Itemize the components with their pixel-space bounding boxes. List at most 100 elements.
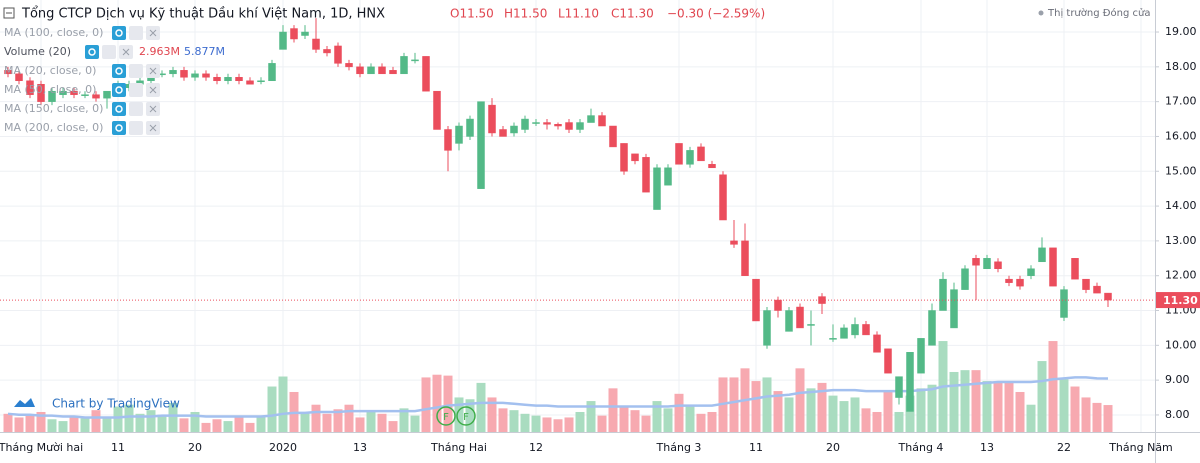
ohlc-close: C11.30	[611, 7, 654, 21]
ohlc-low: L11.10	[558, 7, 599, 21]
volume-bar	[762, 377, 772, 432]
candle-body	[950, 289, 958, 329]
volume-bar	[993, 382, 1003, 432]
volume-bar	[751, 381, 761, 432]
candle-body	[180, 70, 188, 78]
branding[interactable]: Chart by TradingView	[52, 397, 180, 411]
visibility-toggle[interactable]	[112, 102, 126, 116]
candle-body	[246, 80, 254, 85]
volume-bar	[157, 414, 167, 432]
candle-body	[312, 38, 320, 50]
volume-bar	[267, 386, 277, 432]
candle-body	[642, 157, 650, 193]
volume-bar	[1070, 386, 1080, 432]
volume-bar	[949, 371, 959, 432]
x-tick-label: 22	[1057, 441, 1071, 454]
settings-button[interactable]	[102, 45, 116, 59]
candle-body	[224, 77, 232, 82]
candle-body	[279, 31, 287, 50]
volume-bar	[80, 418, 90, 432]
volume-bar	[828, 395, 838, 432]
visibility-toggle[interactable]	[112, 26, 126, 40]
market-status: Thị trường Đóng cửa	[1047, 7, 1150, 19]
candle-body	[378, 66, 386, 75]
remove-icon	[149, 124, 157, 132]
settings-button[interactable]	[129, 26, 143, 40]
visibility-toggle[interactable]	[112, 64, 126, 78]
event-marker[interactable]	[456, 406, 476, 426]
visibility-toggle[interactable]	[85, 45, 99, 59]
event-marker[interactable]	[436, 406, 456, 426]
y-tick-label: 13.00	[1165, 234, 1197, 247]
volume-bar	[564, 417, 574, 432]
x-tick-label: 13	[980, 441, 994, 454]
settings-button[interactable]	[129, 64, 143, 78]
candle-body	[334, 45, 342, 64]
volume-bar	[476, 382, 486, 432]
candle-body	[961, 268, 969, 290]
volume-bar	[399, 408, 409, 432]
candle-body	[510, 125, 518, 134]
candle-body	[1027, 268, 1035, 276]
candle-body	[532, 122, 540, 124]
volume-bar	[795, 368, 805, 432]
remove-icon	[149, 105, 157, 113]
indicator-label: MA (200, close, 0)	[4, 121, 103, 134]
candle-body	[917, 338, 925, 374]
volume-bar	[960, 370, 970, 432]
candle-body	[686, 150, 694, 165]
candle-body	[609, 125, 617, 148]
candle-body	[1005, 278, 1013, 283]
collapse-icon[interactable]	[3, 7, 15, 19]
indicator-label: Volume (20)	[4, 45, 71, 58]
volume-bar	[1037, 361, 1047, 432]
candle-body	[202, 73, 210, 78]
candle-body	[697, 146, 705, 162]
volume-bar	[14, 417, 24, 432]
volume-bar	[971, 370, 981, 432]
candle-body	[444, 129, 452, 151]
volume-bar	[388, 421, 398, 432]
candle-body	[345, 63, 353, 68]
x-tick-label: 11	[749, 441, 763, 454]
candle-body	[840, 327, 848, 339]
event-label: F	[463, 412, 469, 423]
volume-bar	[344, 404, 354, 432]
volume-bar	[25, 415, 35, 432]
candle-body	[1093, 285, 1101, 294]
settings-button[interactable]	[129, 83, 143, 97]
settings-button[interactable]	[129, 102, 143, 116]
tradingview-logo	[14, 398, 35, 407]
y-tick-label: 19.00	[1165, 25, 1197, 38]
candle-body	[15, 73, 23, 82]
volume-bar	[278, 376, 288, 432]
volume-bar	[377, 413, 387, 432]
volume-bar	[861, 408, 871, 432]
candle-body	[653, 167, 661, 210]
candle-body	[774, 299, 782, 311]
volume-bar	[1026, 404, 1036, 432]
volume-bar	[410, 415, 420, 432]
visibility-toggle[interactable]	[112, 83, 126, 97]
volume-bar	[553, 419, 563, 432]
candle-body	[994, 261, 1002, 269]
candle-body	[796, 306, 804, 329]
volume-bar	[1059, 379, 1069, 432]
eye-icon	[115, 105, 123, 113]
candle-body	[829, 338, 837, 340]
last-price-label: 11.30	[1163, 294, 1198, 307]
eye-icon	[88, 48, 96, 56]
visibility-toggle[interactable]	[112, 121, 126, 135]
volume-bar	[311, 404, 321, 432]
candle-body	[26, 80, 34, 95]
candle-body	[983, 258, 991, 269]
volume-bar	[146, 410, 156, 432]
volume-bar	[36, 411, 46, 432]
candle-body	[290, 28, 298, 40]
settings-button[interactable]	[129, 121, 143, 135]
candle-body	[169, 70, 177, 75]
event-label: F	[443, 412, 449, 423]
candle-body	[488, 104, 496, 134]
y-tick-label: 17.00	[1165, 95, 1197, 108]
